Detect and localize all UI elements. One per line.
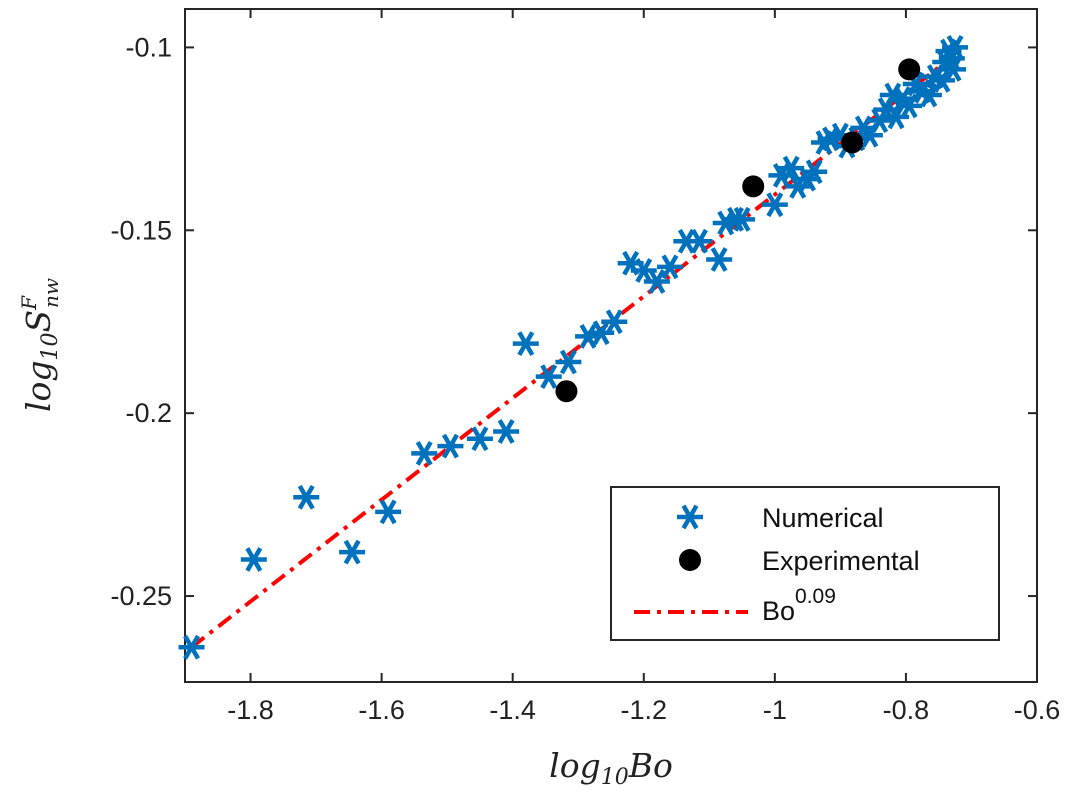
legend-fit-exponent: 0.09	[795, 585, 836, 608]
numerical-point	[915, 82, 942, 108]
numerical-point	[601, 309, 628, 335]
experimental-point	[555, 380, 578, 403]
x-axis: -1.8 -1.6 -1.4 -1.2 -1 -0.8 -0.6	[227, 9, 1060, 725]
numerical-point	[555, 349, 582, 375]
y-label-sub2: nw	[39, 278, 63, 308]
numerical-point	[437, 433, 464, 459]
x-tick-label: -0.6	[1014, 695, 1061, 725]
y-tick-label: -0.25	[110, 581, 172, 611]
y-axis-label: log10SFnw	[17, 278, 63, 412]
numerical-point	[293, 484, 320, 510]
legend-box	[610, 486, 1000, 641]
y-label-sup: F	[17, 295, 41, 311]
numerical-point	[896, 93, 923, 119]
x-tick-label: -1.4	[489, 695, 536, 725]
numerical-point	[493, 419, 520, 444]
legend-experimental-dot-icon	[679, 549, 701, 571]
x-label-rest: Bo	[628, 746, 673, 785]
numerical-point	[706, 247, 733, 272]
x-tick-label: -1.2	[621, 695, 668, 725]
experimental-series	[555, 58, 921, 403]
y-tick-label: -0.15	[110, 215, 172, 245]
numerical-point	[729, 206, 756, 232]
y-tick-label: -0.1	[125, 32, 172, 62]
x-tick-label: -0.8	[883, 695, 930, 725]
y-axis: -0.25 -0.2 -0.15 -0.1	[110, 32, 1037, 611]
numerical-point	[411, 441, 438, 466]
numerical-point	[643, 269, 670, 294]
numerical-point	[339, 539, 366, 565]
experimental-point	[898, 58, 921, 81]
x-tick-label: -1.6	[358, 695, 405, 725]
experimental-point	[841, 131, 864, 154]
legend-numerical-asterisk-icon	[677, 504, 703, 530]
x-tick-label: -1.8	[227, 695, 274, 725]
y-tick-label: -0.2	[125, 398, 172, 428]
legend-fit-base: Bo	[762, 596, 795, 626]
numerical-point	[375, 499, 402, 525]
numerical-point	[778, 155, 805, 181]
numerical-point	[942, 35, 969, 60]
numerical-point	[240, 547, 267, 572]
numerical-point	[801, 159, 828, 185]
numerical-point	[940, 56, 967, 82]
legend: Numerical Experimental Bo0.09	[610, 486, 1000, 641]
numerical-point	[656, 254, 683, 280]
y-label-sub: 10	[38, 332, 63, 360]
numerical-series	[178, 35, 969, 660]
x-axis-label: log10Bo	[549, 746, 673, 790]
x-label-base: log	[549, 746, 601, 785]
y-label-var: S	[19, 310, 58, 333]
numerical-point	[928, 67, 955, 93]
numerical-point	[686, 228, 713, 254]
numerical-point	[178, 634, 205, 660]
numerical-point	[535, 364, 562, 389]
legend-label-fit: Bo0.09	[762, 585, 836, 626]
y-label-base: log	[19, 360, 58, 412]
numerical-point	[512, 331, 539, 357]
numerical-point	[466, 426, 493, 452]
numerical-point	[761, 192, 788, 218]
legend-label-numerical: Numerical	[762, 503, 884, 533]
legend-asterisk-glyph	[677, 504, 703, 530]
x-label-sub: 10	[601, 765, 629, 790]
experimental-point	[742, 175, 765, 198]
legend-label-experimental: Experimental	[762, 546, 920, 576]
x-tick-label: -1	[763, 695, 787, 725]
